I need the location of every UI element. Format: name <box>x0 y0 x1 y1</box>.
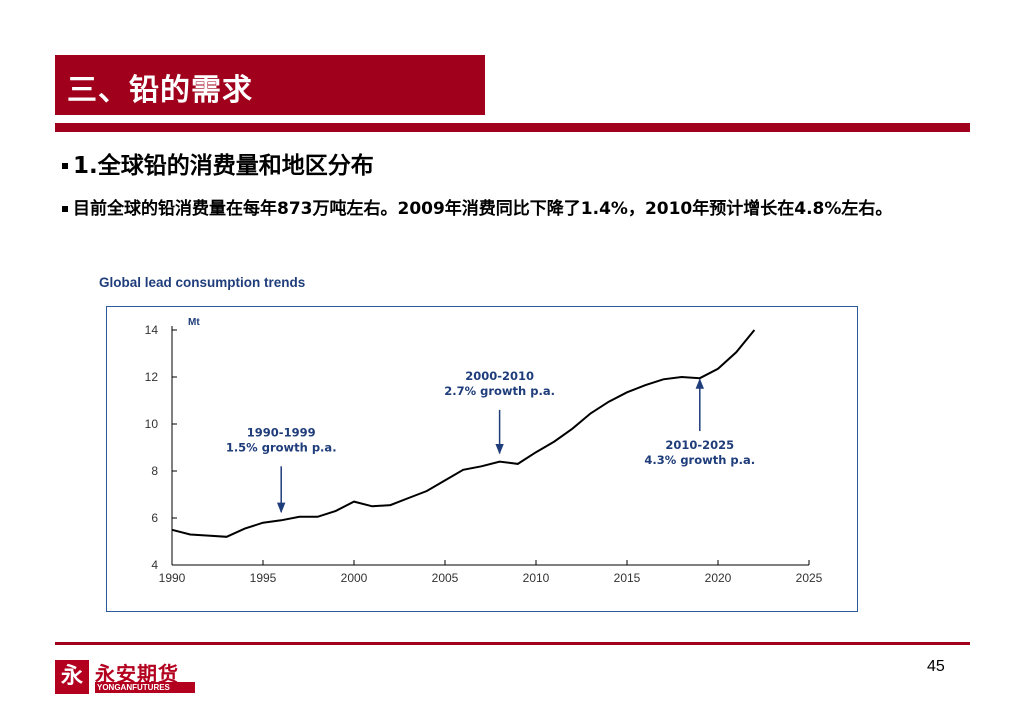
slide-title: 三、铅的需求 <box>67 73 253 108</box>
annotation-label: 2000-2010 <box>465 369 534 383</box>
logo-mark: 永 <box>55 660 89 694</box>
y-axis-unit-label: Mt <box>188 317 200 328</box>
title-rule <box>55 123 970 132</box>
line-chart: 4 6 8 10 12 14 1990 1995 2000 2005 2010 2015 2020 202… <box>145 317 823 585</box>
x-tick-label: 2000 <box>341 571 368 585</box>
consumption-line <box>171 329 756 538</box>
chart-frame <box>106 306 858 612</box>
company-logo: 永 永安期货 YONGANFUTURES <box>55 660 195 694</box>
x-tick-label: 2005 <box>432 571 459 585</box>
y-tick-label: 12 <box>145 370 159 384</box>
bullet-text-1: 1.全球铅的消费量和地区分布 <box>73 153 374 179</box>
bullet-marker-2 <box>62 206 68 212</box>
chart-title: Global lead consumption trends <box>99 275 306 290</box>
annotation-label: 1.5% growth p.a. <box>226 440 337 454</box>
bullet-text-2: 目前全球的铅消费量在每年873万吨左右。2009年消费同比下降了1.4%，201… <box>73 199 893 219</box>
bullet-marker-1 <box>62 163 68 169</box>
y-tick-label: 6 <box>151 511 158 525</box>
annotation-label: 2010-2025 <box>665 438 734 452</box>
y-tick-label: 8 <box>151 464 158 478</box>
annotation-label: 2.7% growth p.a. <box>444 384 555 398</box>
annotation-label: 1990-1999 <box>247 425 316 439</box>
y-tick-label: 10 <box>145 417 159 431</box>
slide-title-box: 三、铅的需求 <box>55 55 485 115</box>
footer-rule <box>55 642 970 645</box>
x-tick-label: 2025 <box>796 571 823 585</box>
y-tick-label: 14 <box>145 323 159 337</box>
x-tick-label: 2010 <box>523 571 550 585</box>
page-number: 45 <box>927 658 945 675</box>
annotation-label: 4.3% growth p.a. <box>644 453 755 467</box>
x-tick-label: 2020 <box>705 571 732 585</box>
x-tick-label: 1995 <box>250 571 277 585</box>
x-tick-label: 2015 <box>614 571 641 585</box>
logo-english-name: YONGANFUTURES <box>95 682 195 693</box>
y-tick-label: 4 <box>151 558 158 572</box>
x-tick-label: 1990 <box>159 571 186 585</box>
